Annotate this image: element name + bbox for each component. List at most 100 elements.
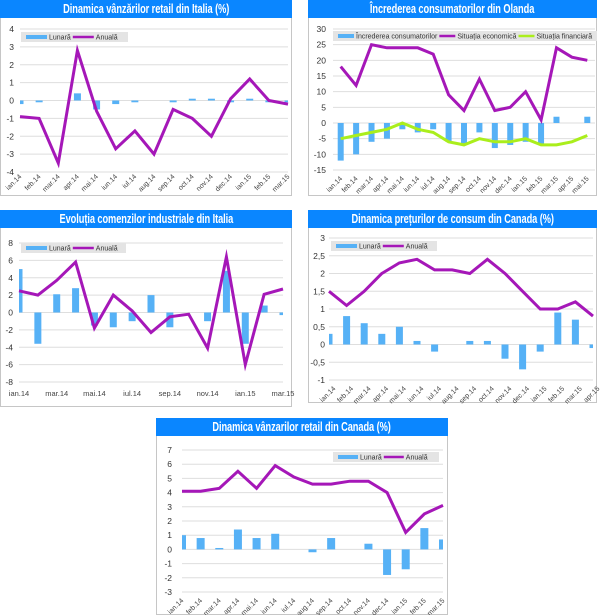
bar-series: [19, 269, 283, 344]
line-series: [19, 44, 289, 169]
x-tick-label: nov.14: [494, 385, 514, 405]
bar-increderea-consumatorilor: [538, 123, 545, 145]
x-tick-label: mar.14: [355, 175, 375, 195]
x-tick-label: mai.14: [388, 385, 408, 405]
y-axis: -15 -10 -5 0 5 10 15 20 25 30: [314, 24, 327, 175]
bar-lunara: [327, 538, 336, 550]
bar-lunara: [233, 529, 242, 550]
x-tick-label: mar.15: [426, 597, 446, 615]
line-situatia-economica: [339, 42, 588, 125]
bar-lunara: [271, 533, 280, 550]
legend-item: Anuală: [382, 244, 428, 251]
chart-canada-retail-sales: Dinamica vânzarilor retail din Canada (%…: [156, 418, 448, 615]
y-tick-label: 4: [8, 273, 13, 283]
bar-lunara: [131, 100, 139, 103]
gridlines: [329, 237, 593, 381]
x-tick-label: mar.15: [271, 173, 291, 193]
bar-lunara: [35, 100, 43, 103]
x-tick-label: sep.14: [458, 385, 478, 405]
bar-lunara: [383, 549, 392, 575]
y-tick-label: 15: [317, 71, 327, 81]
bar-lunara: [378, 333, 386, 345]
x-tick-label: iun.14: [101, 173, 120, 192]
line-series: [18, 248, 284, 372]
y-tick-label: -15: [314, 165, 327, 175]
bar-lunara: [182, 535, 186, 550]
bar-lunara: [169, 100, 177, 103]
legend-background: [333, 31, 597, 41]
legend-label: Situația financiară: [536, 34, 592, 41]
x-tick-label: mar.14: [353, 385, 373, 405]
x-tick-label: feb.14: [185, 597, 204, 615]
y-tick-label: 0: [8, 308, 13, 318]
bar-lunara: [413, 340, 421, 345]
bar-lunara: [215, 547, 224, 550]
x-tick-label: ian.14: [319, 385, 338, 404]
x-tick-label: iun.14: [403, 175, 422, 194]
x-tick-label: apr.14: [371, 385, 390, 404]
bar-lunara: [554, 312, 562, 345]
legend-label: Situația economică: [457, 34, 516, 41]
y-tick-label: 10: [317, 87, 327, 97]
legend-label: Lunară: [359, 244, 381, 251]
legend: Lunară Anuală: [333, 452, 439, 462]
y-tick-label: 0: [320, 340, 325, 350]
bar-lunara: [401, 549, 410, 570]
x-tick-label: oct.14: [335, 597, 354, 615]
bar-lunara: [188, 98, 196, 101]
legend-item: Situația financiară: [518, 34, 592, 41]
x-tick-label: dec.14: [214, 173, 234, 193]
x-tick-label: mar.15: [272, 389, 295, 398]
y-tick-label: -3: [6, 149, 14, 159]
x-tick-label: mai.15: [571, 175, 591, 195]
x-tick-label: dec.14: [511, 385, 531, 405]
bar-lunara: [395, 326, 403, 345]
bar-increderea-consumatorilor: [584, 116, 591, 123]
x-tick-label: apr.14: [223, 597, 242, 615]
chart-title-bar: Dinamica vânzarilor retail din Canada (%…: [156, 418, 448, 436]
bar-lunara: [73, 93, 81, 101]
bar-lunara: [20, 100, 24, 105]
chart-title: Încrederea consumatorilor din Olanda: [370, 2, 535, 16]
y-tick-label: 1,5: [313, 286, 325, 296]
bar-lunara: [72, 288, 80, 313]
y-tick-label: 2: [9, 60, 14, 70]
bar-lunara: [343, 316, 351, 345]
y-tick-label: 3: [9, 42, 14, 52]
y-axis: -8 -6 -4 -2 0 2 4 6 8: [5, 238, 13, 387]
bar-increderea-consumatorilor: [491, 123, 498, 149]
chart-plot-area: -1 -0,5 0 0,5 1 1,5 2 2,5 3 ian.14feb.14mar.14apr…: [310, 233, 600, 406]
x-tick-label: mai.14: [386, 175, 406, 195]
line-series: [182, 463, 444, 535]
bar-increderea-consumatorilor: [522, 123, 529, 142]
x-tick-label: sep.14: [159, 389, 182, 398]
bar-lunara: [501, 344, 509, 359]
bar-lunara: [483, 340, 491, 345]
bar-lunara: [109, 312, 117, 328]
x-tick-label: mai.14: [83, 389, 106, 398]
chart-plot-area: -8 -6 -4 -2 0 2 4 6 8 ian.14 mar.14 mai.14 iul.14 sep…: [5, 238, 295, 398]
x-tick-label: feb.14: [24, 173, 43, 192]
y-tick-label: 2: [8, 290, 13, 300]
x-axis: ian.14 mar.14 mai.14 iul.14 sep.14 nov.14 ian.…: [9, 389, 295, 398]
y-tick-label: 7: [167, 445, 172, 455]
x-tick-label: ian.15: [391, 597, 410, 615]
bar-lunara: [222, 270, 230, 313]
y-tick-label: -2: [6, 131, 14, 141]
bar-lunara: [166, 312, 174, 328]
y-tick-label: 25: [317, 40, 327, 50]
y-tick-label: 20: [317, 55, 327, 65]
bar-lunara: [260, 305, 268, 313]
x-tick-label: ian.14: [167, 597, 186, 615]
y-tick-label: -4: [6, 167, 14, 177]
x-tick-label: mar.14: [203, 597, 223, 615]
legend-item: Încrederea consumatorilor: [338, 32, 438, 41]
y-tick-label: 4: [9, 24, 14, 34]
bar-increderea-consumatorilor: [353, 123, 360, 155]
legend-item: Situația economică: [439, 34, 517, 41]
y-tick-label: 3: [320, 233, 325, 243]
x-tick-label: sep.14: [448, 175, 468, 195]
